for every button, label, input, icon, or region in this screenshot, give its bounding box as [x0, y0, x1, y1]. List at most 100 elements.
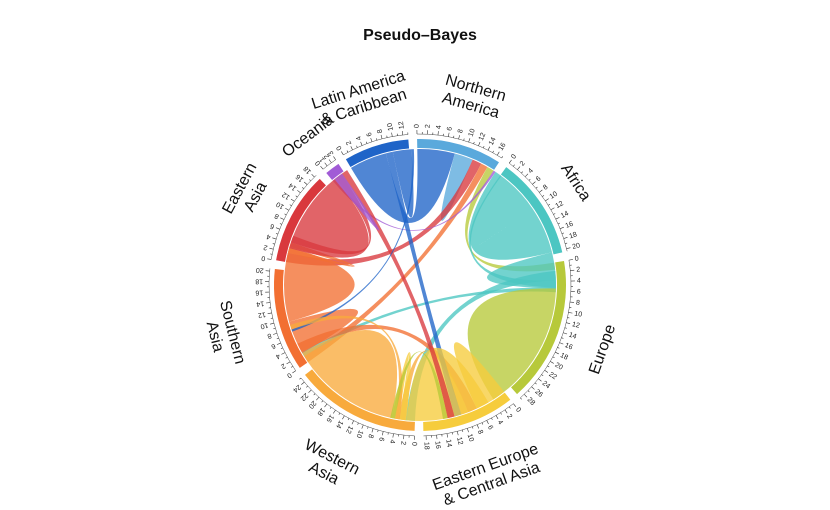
tick-mark [297, 190, 301, 193]
tick-mark [272, 243, 275, 245]
tick-label: 2 [399, 441, 406, 446]
ribbon-group [283, 149, 556, 421]
tick-label: 6 [486, 424, 494, 431]
tick-label: 20 [553, 362, 563, 372]
tick-label: 10 [354, 429, 363, 439]
tick-mark [523, 394, 528, 398]
tick-mark [555, 351, 559, 355]
tick-mark [486, 420, 489, 425]
tick-label: 12 [555, 200, 565, 210]
tick-mark [275, 233, 278, 235]
arc-europe [511, 260, 566, 395]
tick-mark [448, 132, 450, 137]
tick-mark [333, 156, 336, 160]
tick-mark [273, 332, 278, 335]
tick-mark [446, 433, 448, 438]
tick-label: 16 [325, 413, 335, 423]
tick-mark [392, 433, 394, 438]
tick-mark [559, 342, 564, 345]
tick-mark [458, 135, 460, 140]
tick-label: 22 [547, 371, 557, 381]
tick-mark [478, 141, 481, 146]
tick-label: 16 [498, 142, 508, 152]
tick-label: 18 [255, 277, 263, 284]
tick-mark [568, 259, 573, 261]
tick-mark [367, 426, 369, 429]
tick-mark [279, 223, 282, 225]
tick-label: 12 [455, 436, 464, 445]
tick-mark [267, 312, 272, 314]
tick-mark [272, 237, 277, 240]
tick-label: 8 [542, 184, 549, 192]
arc-group [274, 139, 566, 431]
tick-label: 16 [564, 221, 574, 230]
tick-label: 0 [336, 144, 344, 151]
arc-eastern-asia [276, 178, 326, 262]
tick-label: 4 [355, 135, 363, 141]
tick-axis-eastern-asia [270, 175, 317, 260]
tick-mark [360, 141, 363, 146]
tick-label: 14 [256, 299, 265, 307]
ribbon-europe-to-eastern-europe-and-central-asia [390, 351, 448, 420]
arc-western-asia [304, 369, 415, 431]
tick-label: 6 [446, 126, 454, 131]
tick-mark [371, 428, 374, 433]
tick-mark [467, 428, 469, 433]
tick-label: 2 [345, 139, 353, 146]
tick-mark [269, 322, 274, 325]
region-label-africa: Africa [557, 161, 594, 205]
tick-label: 10 [275, 200, 285, 210]
tick-mark [500, 412, 502, 415]
tick-mark [463, 138, 465, 141]
tick-mark [492, 150, 494, 153]
tick-mark [552, 356, 555, 359]
tick-mark [292, 370, 296, 374]
ribbon-eastern-asia-to-eastern-asia [289, 178, 369, 258]
tick-mark [357, 422, 359, 425]
tick-mark [462, 429, 464, 432]
tick-mark [491, 417, 493, 420]
tick-mark [539, 189, 543, 193]
tick-mark [561, 337, 564, 339]
tick-mark [285, 207, 289, 211]
ribbon-europe-to-europe [467, 288, 556, 400]
tick-label: 10 [468, 128, 477, 138]
ribbon-eastern-asia-to-europe [341, 170, 455, 419]
tick-label: 6 [366, 131, 374, 137]
tick-mark [525, 173, 529, 177]
tick-mark [535, 186, 538, 189]
tick-mark [472, 426, 474, 429]
ribbon-eastern-europe-and-central-asia-to-eastern-europe-and-central-asia [406, 347, 489, 421]
arc-eastern-europe-and-central-asia [423, 392, 511, 431]
tick-mark [534, 382, 537, 385]
tick-mark [356, 145, 358, 148]
tick-mark [267, 258, 272, 260]
tick-mark [281, 352, 286, 355]
tick-label: 10 [259, 321, 268, 330]
ribbon-eastern-europe-and-central-asia-to-europe [453, 342, 505, 409]
tick-label: 8 [576, 300, 581, 307]
tick-mark [275, 227, 280, 230]
arc-latin-america-and-caribbean [345, 139, 410, 167]
tick-label: 4 [496, 419, 504, 426]
tick-mark [313, 393, 316, 396]
tick-mark [542, 195, 545, 197]
tick-mark [547, 365, 550, 368]
tick-label: 12 [571, 321, 580, 330]
region-label-latin-america-and-caribbean: Latin America& Caribbean [310, 67, 409, 128]
tick-mark [361, 424, 364, 429]
tick-label: 4 [577, 278, 581, 285]
tick-label: 16 [295, 173, 306, 183]
tick-label: 6 [269, 222, 275, 230]
tick-mark [456, 431, 459, 436]
tick-label: 14 [560, 210, 570, 220]
tick-mark [541, 374, 544, 377]
tick-mark [308, 389, 312, 393]
tick-mark [328, 159, 332, 163]
tick-label: 6 [577, 289, 581, 296]
region-label-line: Africa [557, 161, 594, 205]
tick-label: 10 [574, 310, 583, 318]
